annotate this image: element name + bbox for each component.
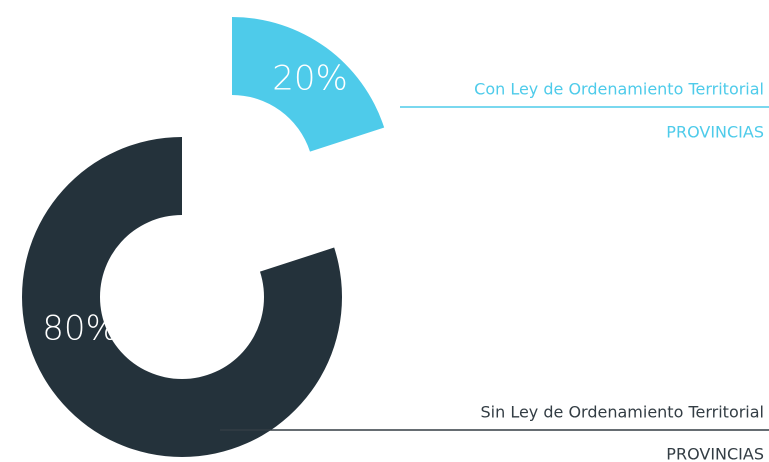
legend-label: Con Ley de Ordenamiento Territorial — [474, 80, 764, 99]
slice-label: 80% — [42, 309, 118, 349]
donut-slice — [22, 137, 343, 457]
legend-note: PROVINCIAS — [666, 445, 764, 462]
slice-label: 20% — [272, 59, 348, 99]
donut-slice — [232, 17, 385, 152]
legend-label: Sin Ley de Ordenamiento Territorial — [481, 403, 765, 422]
legend-note: PROVINCIAS — [666, 123, 764, 142]
